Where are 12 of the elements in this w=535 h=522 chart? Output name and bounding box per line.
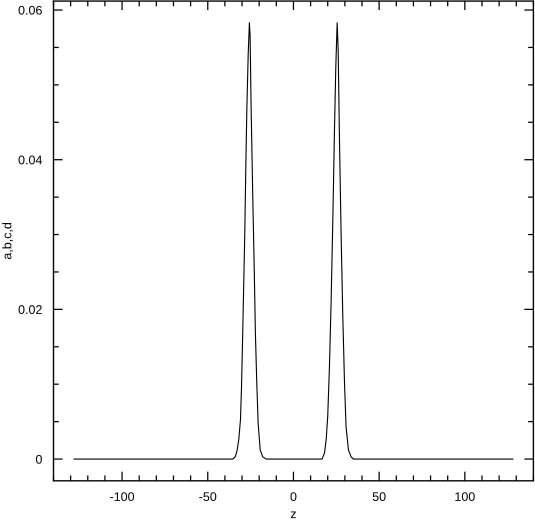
y-tick-label: 0 [36,454,42,464]
x-tick-label: 50 [372,492,386,502]
y-tick-label: 0.02 [18,305,42,314]
y-tick-label: 0.04 [18,156,42,164]
x-tick-label: 100 [455,492,475,502]
x-tick-label: -50 [199,492,216,502]
y-axis-title: a,b,c,d [2,222,13,260]
x-axis-title: z [290,512,296,518]
x-tick-label: 0 [290,492,296,502]
x-tick-label: -100 [110,492,134,502]
line-series [74,22,514,460]
y-tick-label: 0.06 [18,6,42,15]
